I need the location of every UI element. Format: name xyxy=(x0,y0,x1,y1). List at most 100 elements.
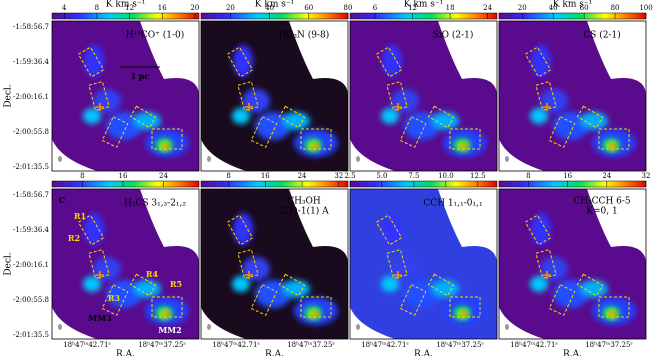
y-tick-label: -2:00:55.8 xyxy=(13,128,49,136)
y-tick-label: -2:01:35.5 xyxy=(13,163,49,171)
map-frame xyxy=(200,188,349,340)
map-image xyxy=(350,21,497,171)
region-box xyxy=(278,105,306,129)
colorbar-tick-label: 60 xyxy=(304,4,313,12)
map-frame xyxy=(51,188,200,340)
emission-blob xyxy=(580,280,608,298)
colorbar xyxy=(51,12,200,20)
region-box xyxy=(77,214,105,246)
x-tick-label: 18ʰ47ᵐ37.25ˢ xyxy=(287,341,335,349)
colorbar xyxy=(498,12,647,20)
emission-blob xyxy=(233,45,253,77)
x-tick-label: 18ʰ47ᵐ37.25ˢ xyxy=(138,341,186,349)
colorbar-label: K km s⁻¹ xyxy=(404,0,443,10)
annotation: R1 xyxy=(74,211,86,221)
region-box xyxy=(226,214,254,246)
core-marker xyxy=(96,103,104,111)
beam xyxy=(207,324,211,330)
emission-blob xyxy=(282,280,310,298)
colorbar xyxy=(349,180,498,188)
emission-blob xyxy=(232,276,250,292)
core-marker xyxy=(245,271,253,279)
annotation: MM3 xyxy=(88,313,112,323)
map-frame xyxy=(349,188,498,340)
colorbar-label: K km s⁻¹ xyxy=(255,0,294,10)
x-tick-label: 18ʰ47ᵐ42.71ˢ xyxy=(63,341,111,349)
beam xyxy=(58,156,62,162)
region-box xyxy=(386,81,408,111)
emission-blob xyxy=(84,213,104,245)
annotation: R2 xyxy=(68,233,80,243)
x-axis-label: R.A. xyxy=(414,350,433,356)
region-box xyxy=(375,214,403,246)
panel-title: CH₃OH xyxy=(287,197,321,207)
emission-blob xyxy=(83,108,101,124)
region-box xyxy=(524,214,552,246)
region-box xyxy=(449,128,481,150)
annotation: R3 xyxy=(108,293,121,303)
colorbar-tick-label: 16 xyxy=(119,172,128,180)
panel-title: H₂CS 3₁,₃-2₁,₂ xyxy=(124,199,186,209)
colorbar-tick-label: 5.0 xyxy=(376,172,387,180)
emission-blob xyxy=(163,312,169,316)
y-axis-label: Decl. xyxy=(4,84,14,107)
region-box xyxy=(427,105,455,129)
emission-blob xyxy=(242,257,270,281)
x-tick-label: 18ʰ47ᵐ37.25ˢ xyxy=(585,341,633,349)
colorbar-tick-label: 20 xyxy=(518,4,527,12)
x-axis-label: R.A. xyxy=(563,350,582,356)
panel: SiO (2-1) 6 12 18 24 K km s⁻¹ xyxy=(349,0,498,172)
colorbar-tick-label: 7.5 xyxy=(408,172,419,180)
panel-title: H¹³CO⁺ (1-0) xyxy=(126,30,184,41)
colorbar xyxy=(498,180,647,188)
colorbar-tick-label: 8 xyxy=(526,172,530,180)
y-tick-label: -2:00:16.1 xyxy=(13,93,49,101)
emission-blob xyxy=(255,112,291,140)
core-marker xyxy=(96,271,104,279)
region-box xyxy=(129,105,157,129)
map-image xyxy=(499,189,646,339)
region-box xyxy=(598,296,630,318)
emission-blob xyxy=(530,276,548,292)
region-box xyxy=(226,46,254,78)
emission-blob xyxy=(83,276,101,292)
panel: CH₃CCH 6-5K=0, 1 8 16 24 32 18ʰ47ᵐ42.71ˢ 18ʰ47… xyxy=(498,172,650,356)
panel: H¹³CO⁺ (1-0) 1 pc 4 8 12 16 20 K km s⁻¹ -1:58:56… xyxy=(4,0,200,172)
map-frame xyxy=(200,20,349,172)
emission-blob xyxy=(404,280,440,308)
x-tick-label: 18ʰ47ᵐ42.71ˢ xyxy=(510,341,558,349)
colorbar-tick-label: 24 xyxy=(159,172,168,180)
annotation: R5 xyxy=(170,279,182,289)
y-tick-label: -2:01:35.5 xyxy=(13,331,49,339)
emission-blob xyxy=(382,213,402,245)
region-box xyxy=(386,249,408,279)
emission-blob xyxy=(133,280,161,298)
emission-blob xyxy=(233,213,253,245)
emission-blob xyxy=(540,89,568,113)
emission-blob xyxy=(461,144,467,148)
panel-title: CCH 1₁,₁-0₁,₁ xyxy=(423,199,482,209)
region-box xyxy=(237,81,259,111)
colorbar-tick-label: 40 xyxy=(549,4,558,12)
emission-blob xyxy=(93,89,121,113)
map-frame xyxy=(498,188,647,340)
colorbar xyxy=(349,12,498,20)
colorbar-label: K km s⁻¹ xyxy=(553,0,592,10)
colorbar-tick-label: 12 xyxy=(125,4,134,12)
colorbar-tick-label: 100 xyxy=(639,4,652,12)
region-box xyxy=(524,46,552,78)
annotation: R4 xyxy=(146,269,159,279)
beam xyxy=(505,324,509,330)
x-axis-label: R.A. xyxy=(116,350,135,356)
emission-blob xyxy=(461,312,467,316)
y-tick-label: -1:59:36.4 xyxy=(13,226,50,234)
emission-blob xyxy=(531,213,551,245)
colorbar-tick-label: 24 xyxy=(483,4,492,12)
emission-blob xyxy=(431,280,459,298)
panel: H₂CS 3₁,₃-2₁,₂ C R1 R2 R3 R4 R5 MM3 MM2 8 16 24 -1:5… xyxy=(4,172,200,356)
map-image xyxy=(499,21,646,171)
map-image xyxy=(201,189,348,339)
beam xyxy=(58,324,62,330)
